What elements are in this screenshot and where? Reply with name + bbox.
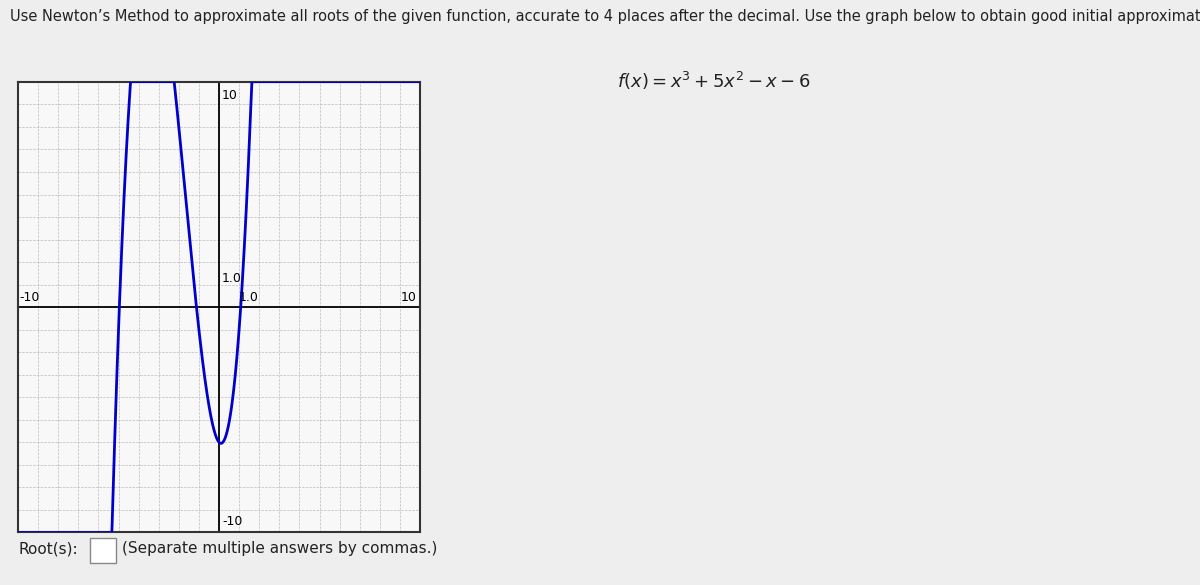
Text: $f(x) = x^3 + 5x^2 - x - 6$: $f(x) = x^3 + 5x^2 - x - 6$ [617, 70, 811, 92]
Text: 1.0: 1.0 [222, 271, 242, 285]
Text: -10: -10 [222, 515, 242, 528]
Text: -10: -10 [19, 291, 40, 304]
Text: 1.0: 1.0 [239, 291, 259, 304]
Text: Root(s):: Root(s): [18, 541, 78, 556]
Text: 10: 10 [401, 291, 416, 304]
Text: 10: 10 [222, 89, 238, 102]
Text: (Separate multiple answers by commas.): (Separate multiple answers by commas.) [122, 541, 438, 556]
Text: Use Newton’s Method to approximate all roots of the given function, accurate to : Use Newton’s Method to approximate all r… [10, 9, 1200, 24]
